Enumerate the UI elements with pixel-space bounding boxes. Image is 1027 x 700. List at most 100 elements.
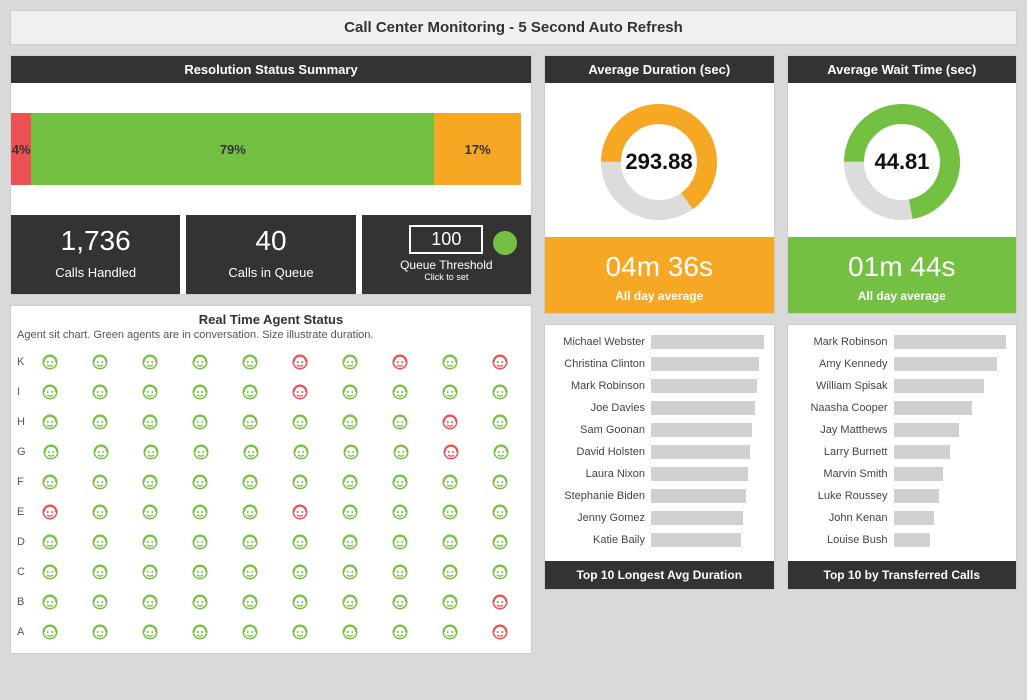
agent-cell[interactable]	[225, 413, 275, 431]
agent-cell[interactable]	[125, 383, 175, 401]
agent-cell[interactable]	[275, 563, 325, 581]
agent-cell[interactable]	[325, 353, 375, 371]
agent-cell[interactable]	[175, 533, 225, 551]
agent-cell[interactable]	[75, 413, 125, 431]
agent-cell[interactable]	[225, 503, 275, 521]
agent-cell[interactable]	[125, 413, 175, 431]
agent-cell[interactable]	[325, 383, 375, 401]
agent-cell[interactable]	[125, 353, 175, 371]
agent-cell[interactable]	[275, 383, 325, 401]
agent-cell[interactable]	[225, 353, 275, 371]
agent-cell[interactable]	[25, 533, 75, 551]
agent-cell[interactable]	[125, 623, 175, 641]
agent-cell[interactable]	[375, 353, 425, 371]
agent-cell[interactable]	[75, 473, 125, 491]
agent-cell[interactable]	[75, 563, 125, 581]
agent-cell[interactable]	[425, 413, 475, 431]
agent-cell[interactable]	[425, 623, 475, 641]
agent-cell[interactable]	[475, 473, 525, 491]
agent-cell[interactable]	[475, 413, 525, 431]
agent-cell[interactable]	[275, 533, 325, 551]
agent-cell[interactable]	[475, 563, 525, 581]
agent-cell[interactable]	[25, 593, 75, 611]
agent-cell[interactable]	[325, 593, 375, 611]
agent-cell[interactable]	[476, 443, 526, 461]
agent-cell[interactable]	[25, 563, 75, 581]
agent-cell[interactable]	[425, 383, 475, 401]
agent-cell[interactable]	[75, 503, 125, 521]
agent-cell[interactable]	[25, 473, 75, 491]
agent-cell[interactable]	[325, 623, 375, 641]
agent-cell[interactable]	[426, 443, 476, 461]
agent-cell[interactable]	[375, 503, 425, 521]
agent-cell[interactable]	[25, 383, 75, 401]
agent-cell[interactable]	[425, 353, 475, 371]
agent-cell[interactable]	[325, 473, 375, 491]
agent-cell[interactable]	[175, 383, 225, 401]
agent-cell[interactable]	[175, 623, 225, 641]
agent-cell[interactable]	[25, 353, 75, 371]
agent-cell[interactable]	[325, 413, 375, 431]
agent-cell[interactable]	[225, 383, 275, 401]
agent-cell[interactable]	[225, 533, 275, 551]
agent-cell[interactable]	[425, 593, 475, 611]
agent-cell[interactable]	[75, 593, 125, 611]
agent-cell[interactable]	[125, 533, 175, 551]
agent-cell[interactable]	[475, 533, 525, 551]
agent-cell[interactable]	[325, 533, 375, 551]
agent-cell[interactable]	[425, 473, 475, 491]
agent-cell[interactable]	[275, 353, 325, 371]
agent-cell[interactable]	[225, 473, 275, 491]
agent-cell[interactable]	[225, 623, 275, 641]
agent-cell[interactable]	[225, 563, 275, 581]
agent-cell[interactable]	[325, 563, 375, 581]
agent-cell[interactable]	[25, 503, 75, 521]
agent-cell[interactable]	[475, 623, 525, 641]
agent-cell[interactable]	[175, 503, 225, 521]
agent-cell[interactable]	[475, 503, 525, 521]
agent-cell[interactable]	[75, 623, 125, 641]
agent-cell[interactable]	[325, 503, 375, 521]
agent-cell[interactable]	[175, 413, 225, 431]
agent-cell[interactable]	[75, 533, 125, 551]
agent-cell[interactable]	[475, 383, 525, 401]
agent-cell[interactable]	[475, 353, 525, 371]
agent-cell[interactable]	[25, 413, 75, 431]
agent-cell[interactable]	[275, 503, 325, 521]
agent-cell[interactable]	[375, 563, 425, 581]
agent-cell[interactable]	[226, 443, 276, 461]
agent-cell[interactable]	[75, 383, 125, 401]
agent-cell[interactable]	[375, 593, 425, 611]
agent-cell[interactable]	[425, 503, 475, 521]
agent-cell[interactable]	[225, 593, 275, 611]
agent-cell[interactable]	[425, 533, 475, 551]
agent-cell[interactable]	[25, 623, 75, 641]
agent-cell[interactable]	[175, 353, 225, 371]
agent-cell[interactable]	[425, 563, 475, 581]
agent-cell[interactable]	[125, 473, 175, 491]
agent-cell[interactable]	[126, 443, 176, 461]
agent-cell[interactable]	[175, 563, 225, 581]
agent-cell[interactable]	[76, 443, 126, 461]
agent-cell[interactable]	[275, 413, 325, 431]
queue-threshold-tile[interactable]: 100 Queue Threshold Click to set	[362, 215, 531, 294]
agent-cell[interactable]	[475, 593, 525, 611]
agent-cell[interactable]	[275, 473, 325, 491]
agent-cell[interactable]	[125, 593, 175, 611]
agent-cell[interactable]	[175, 593, 225, 611]
agent-cell[interactable]	[275, 623, 325, 641]
agent-cell[interactable]	[75, 353, 125, 371]
agent-cell[interactable]	[375, 413, 425, 431]
agent-cell[interactable]	[375, 473, 425, 491]
agent-cell[interactable]	[175, 473, 225, 491]
agent-cell[interactable]	[125, 563, 175, 581]
agent-cell[interactable]	[276, 443, 326, 461]
agent-cell[interactable]	[376, 443, 426, 461]
agent-cell[interactable]	[375, 533, 425, 551]
agent-cell[interactable]	[275, 593, 325, 611]
agent-cell[interactable]	[26, 443, 76, 461]
agent-cell[interactable]	[375, 383, 425, 401]
agent-cell[interactable]	[326, 443, 376, 461]
agent-cell[interactable]	[176, 443, 226, 461]
agent-cell[interactable]	[125, 503, 175, 521]
